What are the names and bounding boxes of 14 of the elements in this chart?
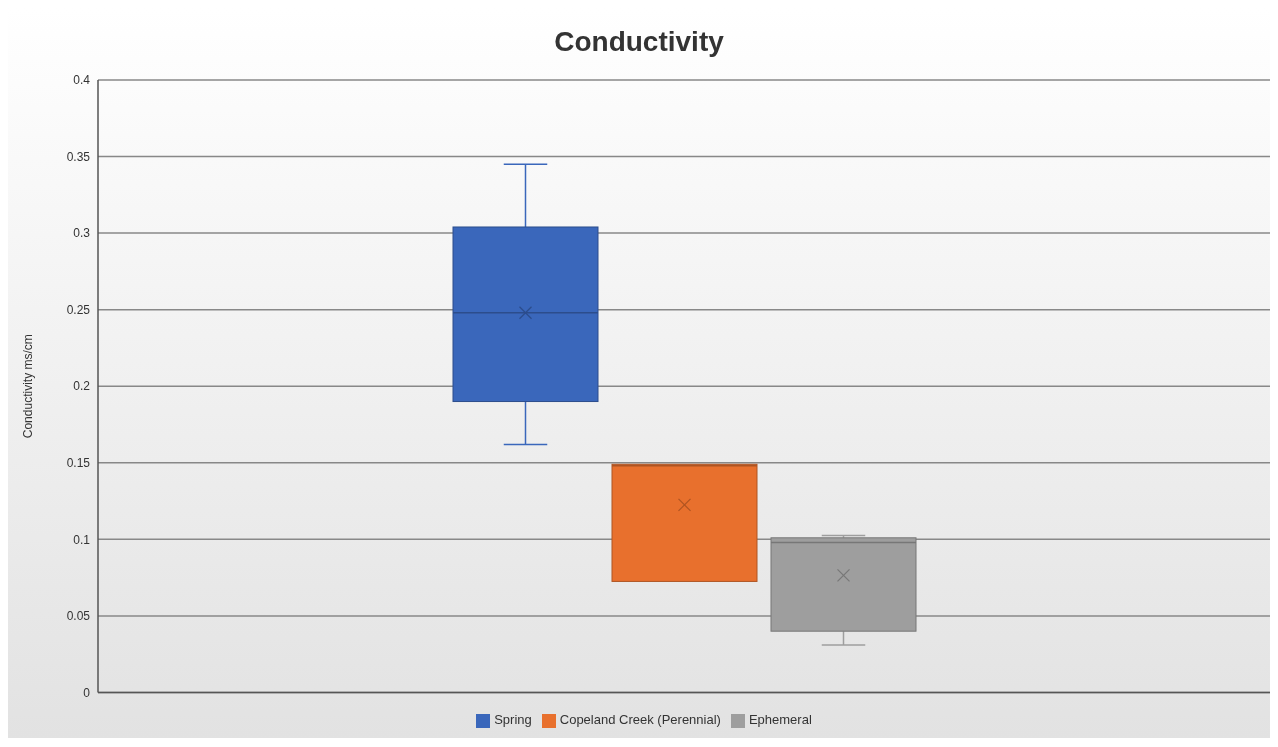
y-tick-label: 0.1 (73, 532, 91, 547)
legend-label: Spring (494, 712, 532, 728)
y-tick-label: 0.2 (73, 379, 91, 394)
legend-label: Ephemeral (748, 712, 812, 728)
y-axis-title: Conductivity ms/cm (21, 334, 36, 439)
y-tick-label: 0.05 (66, 609, 91, 624)
y-tick-label: 0.35 (66, 149, 91, 164)
y-tick-label: 0.15 (66, 456, 91, 471)
y-tick-label: 0 (83, 685, 91, 700)
y-tick-label: 0.25 (66, 302, 91, 317)
legend-label: Copeland Creek (Perennial) (559, 712, 721, 728)
y-tick-label: 0.3 (73, 226, 91, 241)
y-tick-label: 0.4 (73, 73, 91, 88)
chart-title: Conductivity (553, 25, 725, 59)
